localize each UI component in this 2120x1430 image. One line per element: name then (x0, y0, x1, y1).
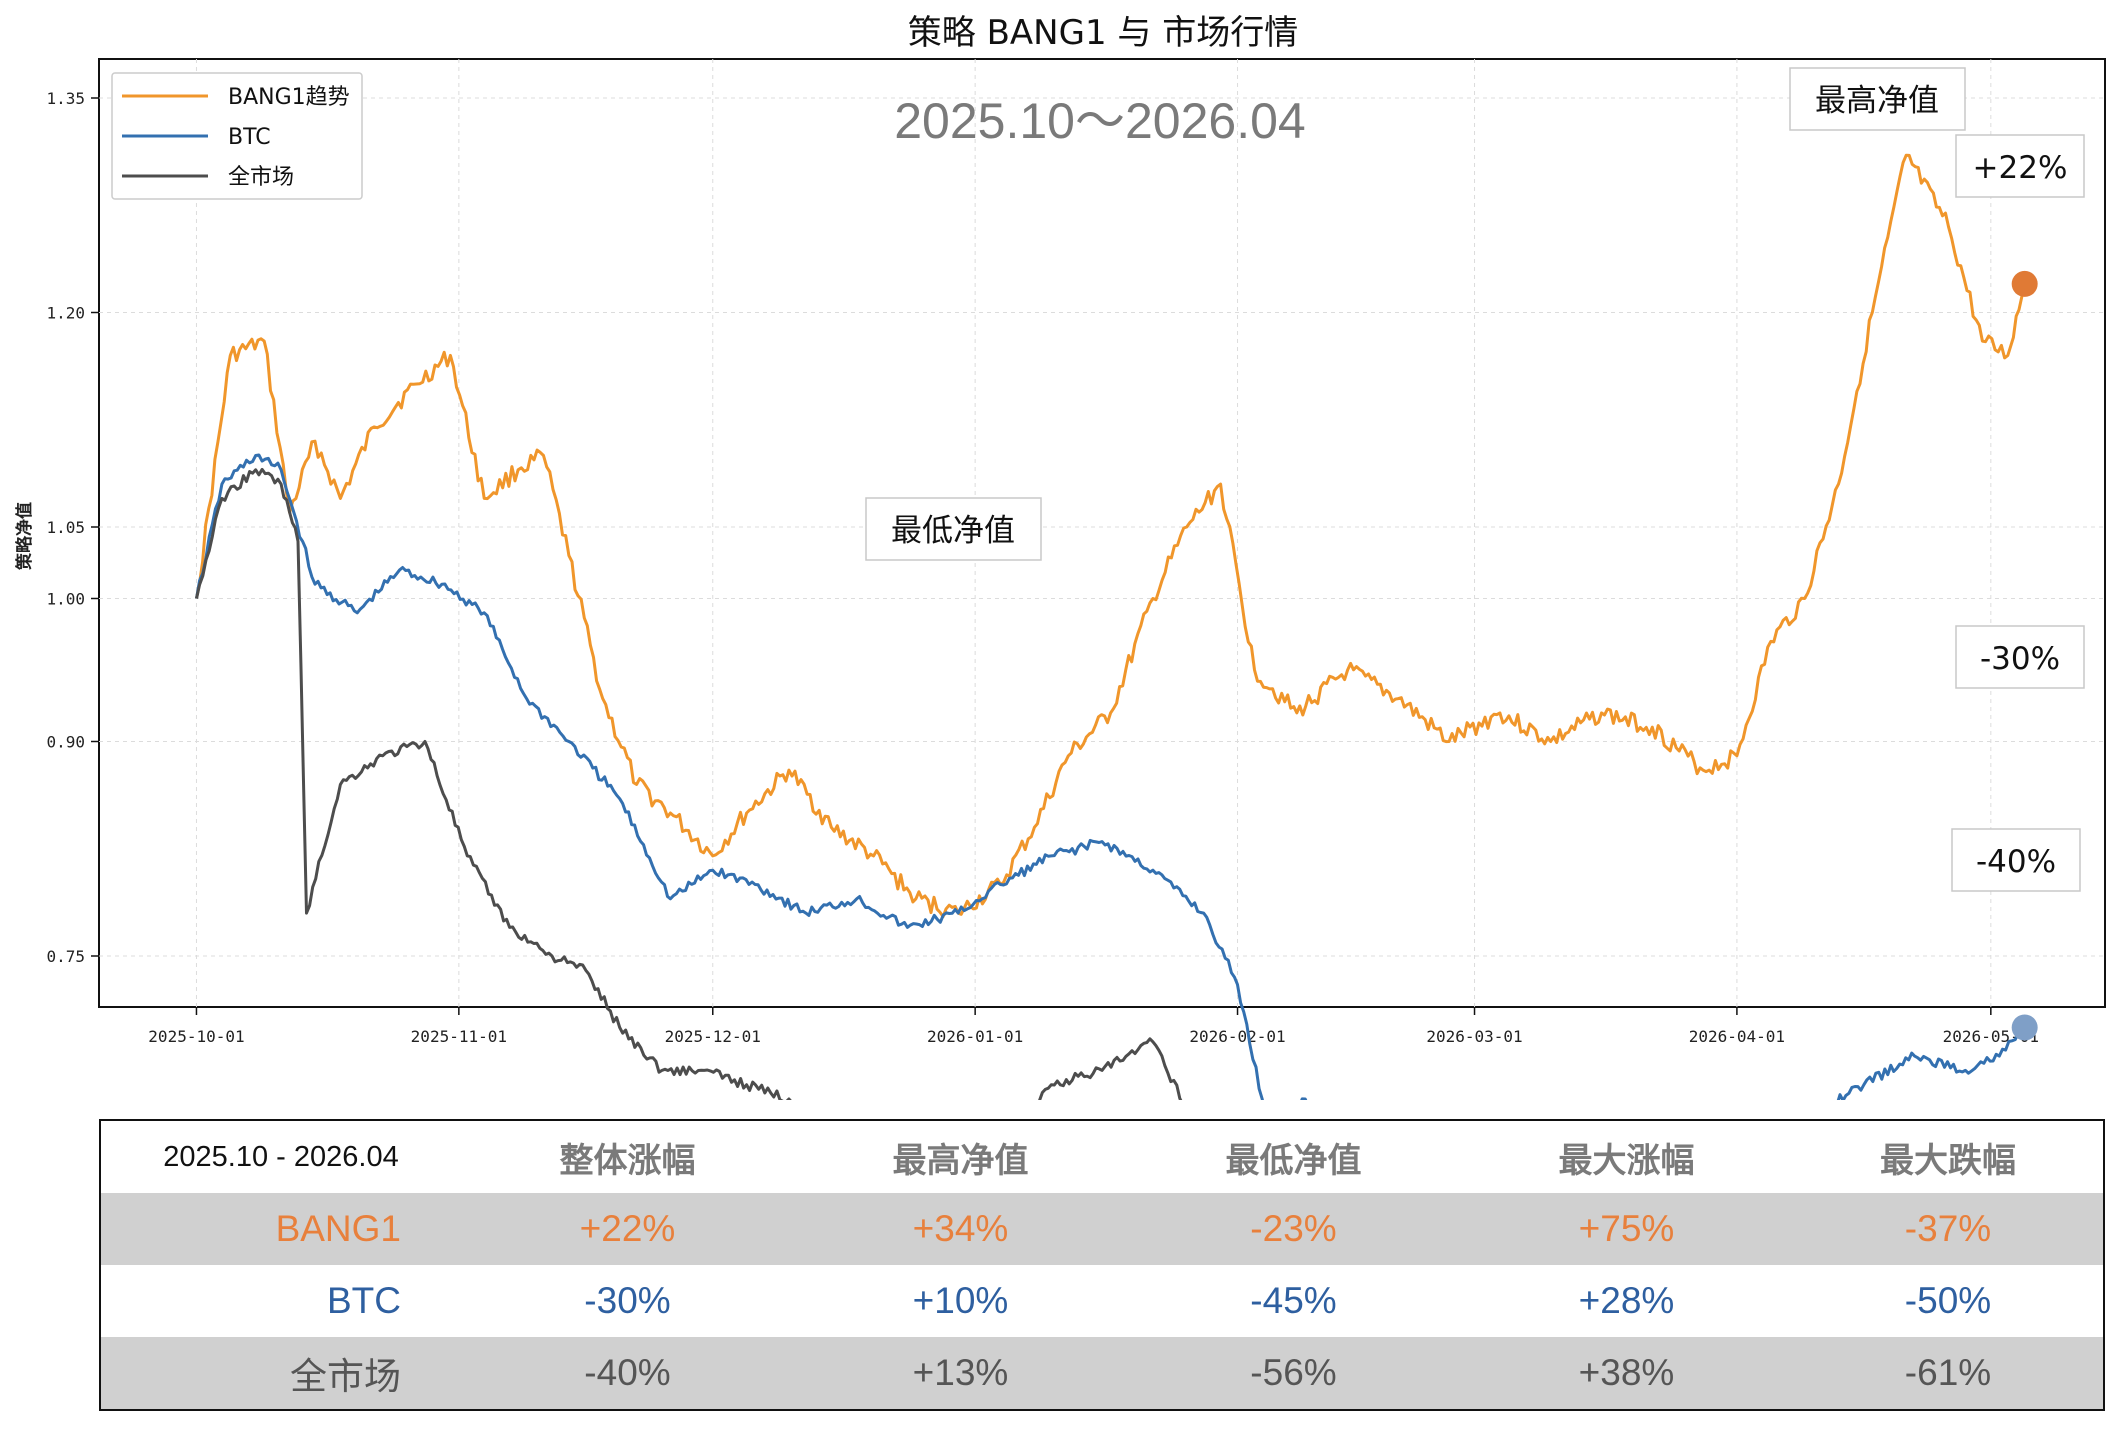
stats-cell: +28% (1578, 1280, 1675, 1321)
x-tick-label: 2025-12-01 (665, 1027, 761, 1046)
stats-cell: +38% (1578, 1352, 1675, 1393)
end-label-market-text: -40% (1976, 844, 2056, 880)
stats-header-min-nav: 最低净值 (1225, 1140, 1362, 1181)
legend-label-bang1: BANG1趋势 (228, 85, 350, 110)
y-axis-label: 策略净值 (14, 502, 35, 570)
x-tick-label: 2025-11-01 (411, 1027, 507, 1046)
legend-label-market: 全市场 (228, 165, 294, 190)
legend-label-btc: BTC (228, 125, 271, 150)
stats-cell: -56% (1250, 1352, 1337, 1393)
y-tick-label: 1.35 (46, 89, 85, 108)
end-marker-bang1 (2011, 270, 2038, 297)
end-label-market: -40% (1951, 828, 2081, 892)
plot-frame (98, 58, 2106, 1008)
stats-header-total-change: 整体涨幅 (559, 1140, 696, 1181)
end-label-bang1-text: +22% (1973, 150, 2068, 186)
stats-cell: -40% (584, 1352, 671, 1393)
legend: BANG1趋势 BTC 全市场 (111, 72, 363, 200)
stats-row-bang1: BANG1 +22% +34% -23% +75% -37% (101, 1193, 2103, 1265)
stats-row-name: BANG1 (275, 1208, 401, 1249)
y-tick-label: 1.20 (46, 304, 85, 323)
stats-header-period: 2025.10 - 2026.04 (163, 1140, 399, 1173)
y-axis: 1.351.201.051.000.900.750.600.45 (46, 89, 99, 966)
stats-cell: -61% (1904, 1352, 1992, 1393)
y-tick-label: 0.90 (46, 733, 85, 752)
x-tick-label: 2026-03-01 (1426, 1027, 1522, 1046)
stats-cell: -23% (1250, 1208, 1337, 1249)
end-marker-btc (2011, 1014, 2038, 1041)
y-tick-label: 1.05 (46, 518, 85, 537)
chart-canvas: 策略 BANG1 与 市场行情 1.35 1.20 1.05 1.00 0.90 0.75… (14, 13, 2106, 1100)
annotation-min: 最低净值 (865, 497, 1042, 561)
stats-cell: +10% (912, 1280, 1009, 1321)
stats-row-name: BTC (327, 1280, 401, 1321)
y-tick-label: 0.75 (46, 947, 85, 966)
end-label-bang1: +22% (1955, 134, 2085, 198)
end-label-btc-text: -30% (1980, 641, 2060, 677)
stats-row-market: 全市场 -40% +13% -56% +38% -61% (101, 1337, 2103, 1409)
annotation-max: 最高净值 (1789, 67, 1966, 131)
stats-cell: -37% (1904, 1208, 1992, 1249)
x-tick-label: 2025-10-01 (148, 1027, 244, 1046)
period-label: 2025.10～2026.04 (894, 93, 1305, 149)
annotation-min-text: 最低净值 (891, 513, 1015, 549)
grid-layer (99, 59, 2105, 1007)
end-label-btc: -30% (1955, 625, 2085, 689)
series-line-btc (195, 453, 2027, 1100)
stats-header-max-drop: 最大跌幅 (1880, 1140, 2016, 1181)
x-tick-label: 2026-04-01 (1689, 1027, 1785, 1046)
series-line-bang1 (195, 153, 2027, 919)
stats-header-row: 2025.10 - 2026.04 整体涨幅 最高净值 最低净值 最大涨幅 最大… (101, 1121, 2103, 1195)
annotation-max-text: 最高净值 (1815, 83, 1939, 119)
stats-cell: -45% (1250, 1280, 1337, 1321)
stats-header-max-nav: 最高净值 (892, 1140, 1029, 1181)
stats-header-max-gain: 最大涨幅 (1558, 1140, 1695, 1181)
stats-cell: -50% (1904, 1280, 1992, 1321)
stats-row-btc: BTC -30% +10% -45% +28% -50% (101, 1265, 2103, 1337)
stats-cell: +34% (912, 1208, 1009, 1249)
stats-cell: +75% (1578, 1208, 1675, 1249)
stats-cell: +13% (912, 1352, 1009, 1393)
series-line-market (195, 467, 1183, 1100)
stats-row-name: 全市场 (290, 1356, 401, 1397)
y-tick-label: 1.00 (46, 590, 85, 609)
stats-table: 2025.10 - 2026.04 整体涨幅 最高净值 最低净值 最大涨幅 最大… (99, 1119, 2105, 1411)
stats-cell: -30% (584, 1280, 671, 1321)
x-axis: 2025-10-01 2025-11-01 2025-12-01 2026-01-01… (148, 1007, 2039, 1046)
x-tick-label: 2026-02-01 (1189, 1027, 1285, 1046)
chart-title: 策略 BANG1 与 市场行情 (908, 13, 1298, 53)
series-layer (195, 153, 2038, 1100)
stats-cell: +22% (579, 1208, 676, 1249)
x-tick-label: 2026-01-01 (927, 1027, 1023, 1046)
